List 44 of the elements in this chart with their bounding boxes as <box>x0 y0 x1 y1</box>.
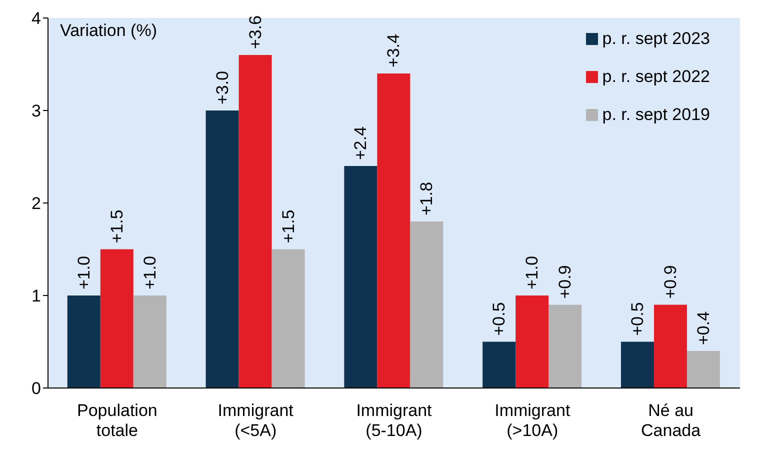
x-tick-label: Immigrant (<5A) <box>218 401 294 440</box>
data-label: +2.4 <box>351 126 370 160</box>
bar <box>654 304 687 388</box>
bar <box>377 74 410 388</box>
y-tick-label: 0 <box>32 379 41 398</box>
bar <box>344 166 378 388</box>
data-label: +1.0 <box>74 256 94 290</box>
bar <box>620 342 654 388</box>
data-label: +1.8 <box>417 182 436 216</box>
y-tick-label: 2 <box>32 194 41 214</box>
bar <box>686 351 720 388</box>
data-label: +1.0 <box>140 256 160 290</box>
legend-label: p. r. sept 2023 <box>602 29 710 49</box>
legend-label: p. r. sept 2022 <box>602 67 710 87</box>
data-label: +0.5 <box>628 302 647 336</box>
x-tick-label: Immigrant (5-10A) <box>356 401 432 440</box>
bar <box>67 296 100 388</box>
bar <box>238 55 272 388</box>
bar <box>548 304 582 388</box>
data-label: +1.5 <box>107 210 126 244</box>
data-label: +3.6 <box>246 15 265 49</box>
legend-label: p. r. sept 2019 <box>602 105 710 125</box>
bar <box>272 249 305 388</box>
y-axis-title: Variation (%) <box>60 21 157 41</box>
bar <box>100 249 134 388</box>
data-label: +3.0 <box>212 70 232 104</box>
bar <box>410 222 444 388</box>
data-label: +0.4 <box>694 311 713 345</box>
data-label: +0.5 <box>490 302 509 336</box>
bar <box>206 110 239 388</box>
data-label: +0.9 <box>556 265 575 299</box>
bar <box>133 296 166 388</box>
data-label: +3.4 <box>384 34 404 68</box>
x-tick-label: Immigrant (>10A) <box>494 401 570 440</box>
y-tick-label: 3 <box>32 102 41 121</box>
bar <box>516 296 549 388</box>
bar <box>482 342 516 388</box>
data-label: +1.5 <box>278 210 298 244</box>
data-label: +1.0 <box>522 256 542 290</box>
x-tick-label: Né au Canada <box>641 401 702 440</box>
x-tick-label: Population totale <box>77 401 158 440</box>
y-tick-label: 1 <box>32 286 41 306</box>
data-label: +0.9 <box>660 265 680 299</box>
y-tick-label: 4 <box>32 9 41 28</box>
